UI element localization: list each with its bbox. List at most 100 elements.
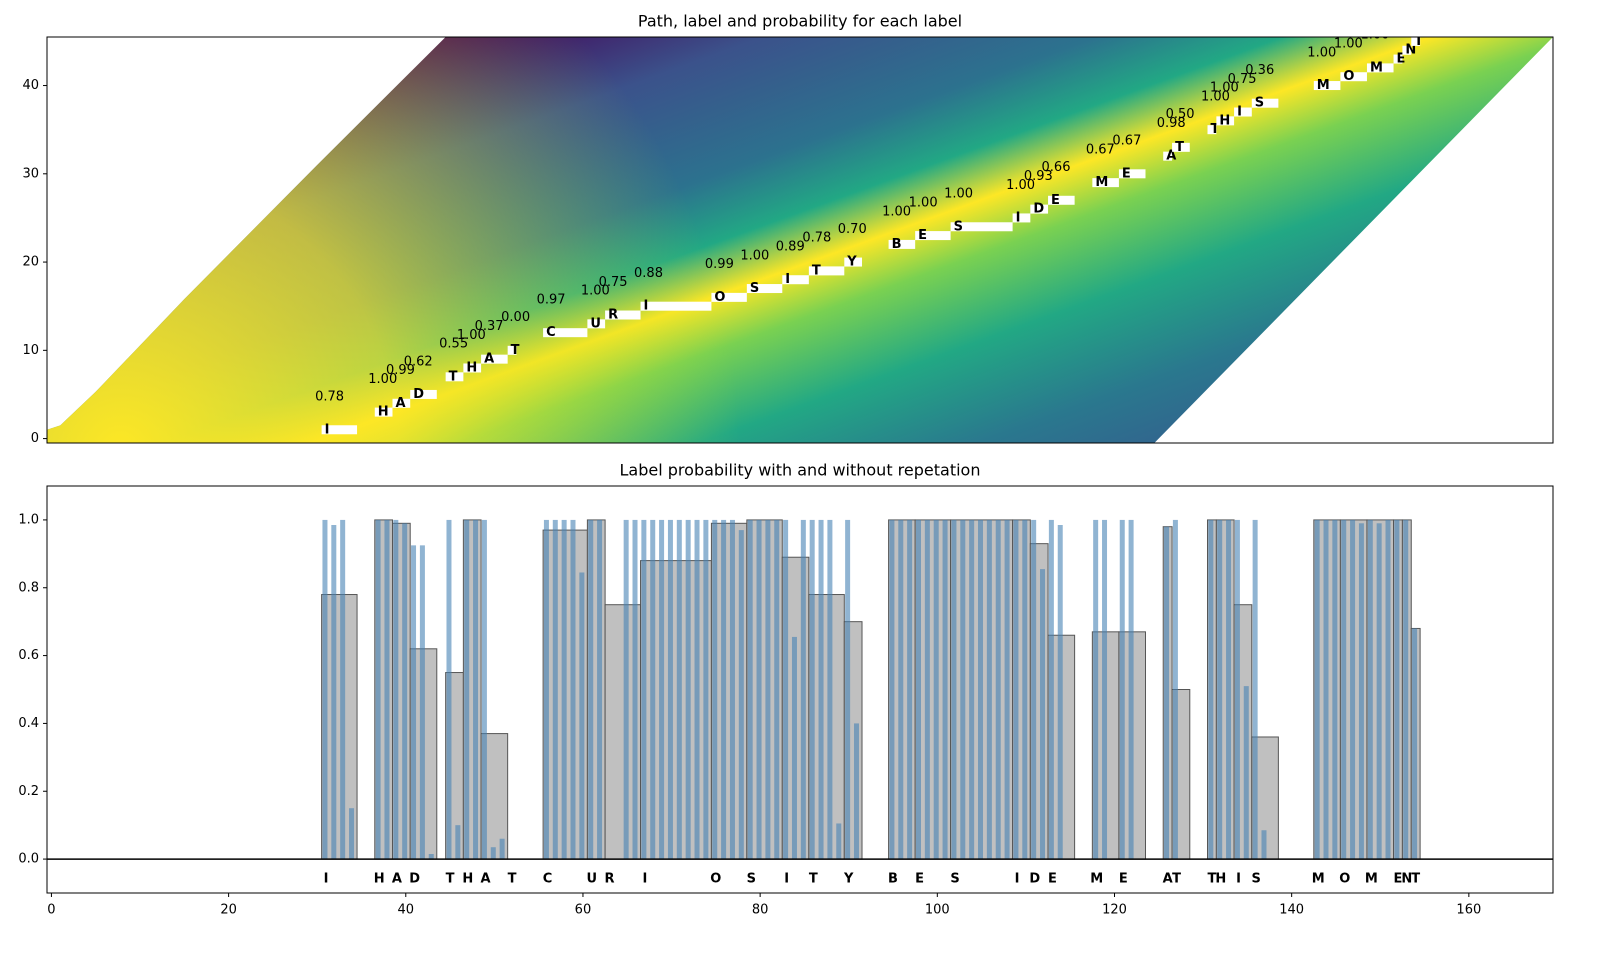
frame-bar [481,519,487,860]
frame-bar [331,525,337,860]
frame-bar [490,847,496,860]
segment-label: I [643,872,648,887]
y-tick-label: 0.4 [18,716,39,731]
frame-bar [694,519,700,860]
probability-label: 0.37 [475,319,504,334]
heatmap [47,37,1553,443]
path-segment [1366,63,1394,73]
frame-bar [898,519,904,860]
frame-bar [915,519,921,860]
probability-label: 0.98 [1157,116,1186,131]
path-segment [543,328,588,338]
path-label: Y [846,255,857,270]
frame-bar [349,808,355,860]
path-label: H [1219,113,1230,128]
path-segment [1411,37,1421,46]
probability-label: 0.50 [1166,107,1195,122]
frame-bar [419,545,425,860]
path-label: H [378,405,389,420]
axes-frame [46,485,1554,894]
frame-bar [402,523,408,860]
probability-label: 0.62 [404,354,433,369]
x-tick-label: 120 [1102,903,1127,918]
path-segment [888,239,916,249]
frame-bar [1031,519,1037,860]
path-segment [1048,195,1075,205]
x-tick-label: 160 [1456,903,1481,918]
frame-bar [384,519,390,860]
segment-label: E [1119,872,1128,887]
path-segment [808,266,845,276]
frame-bar [1119,519,1125,860]
segment-label: E [915,872,924,887]
frame-bar [1226,519,1232,860]
path-segment [1393,54,1403,64]
frame-bar [411,545,417,860]
path-segment [1313,81,1341,91]
probability-label: 1.00 [944,187,973,202]
frame-bar [729,519,735,860]
path-segment [1092,178,1119,188]
segment-label: Y [843,872,854,887]
probability-label: 0.88 [634,266,663,281]
y-tick-label: 1.0 [18,512,39,527]
path-segment [1118,169,1146,179]
segment-label: A [1163,872,1173,887]
x-tick-label: 80 [752,903,769,918]
path-label: A [484,352,494,367]
path-label: E [918,228,927,243]
path-segment [915,231,951,241]
frame-bar [1102,519,1108,860]
frame-bar [659,519,665,860]
frame-bar [579,572,585,860]
frame-bar [588,519,594,860]
path-label: R [608,308,618,323]
frame-bar [1323,519,1329,860]
frame-bar [1164,526,1170,860]
probability-label: 1.00 [581,284,610,299]
frame-bar [1394,519,1400,860]
segment-label: U [587,872,598,887]
segment-label: A [480,872,490,887]
y-tick-label: 0.0 [18,852,39,867]
path-segment [445,372,464,382]
frame-bar [1208,519,1214,860]
path-segment [746,284,783,294]
frame-bar [978,519,984,860]
frame-bar [1048,519,1054,860]
path-label: N [1405,43,1416,58]
frame-bar [1022,519,1028,860]
segment-label: H [1215,872,1226,887]
x-tick-label: 0 [47,903,55,918]
frame-bar [783,519,789,860]
path-labels: I 0.78 H 1.00 A 0.99 D 0.62 T 0.55 H 1.00 A 0.37 T 0.00… [315,37,1423,437]
probability-label: 1.00 [740,248,769,263]
probability-label: 0.99 [386,363,415,378]
path-segment [1402,45,1412,55]
path-segment [1030,204,1049,214]
probability-label: 0.99 [705,257,734,272]
segment-label: H [462,872,473,887]
path-label: M [1317,78,1330,93]
path-segment [463,363,482,373]
path-label: D [1033,202,1044,217]
frame-bar [1243,686,1249,860]
segment-label: D [1029,872,1040,887]
path-label: S [954,219,963,234]
frame-bar [455,825,461,860]
path-segment [782,275,809,285]
frame-bar [667,519,673,860]
frame-bar [712,519,718,860]
frame-bar [473,519,479,860]
frame-bar [845,519,851,860]
segment-label: O [1339,872,1350,887]
frame-bar [1172,519,1178,860]
frame-bar [1412,628,1418,860]
path-label: I [785,272,790,287]
path-segment [321,425,358,435]
path-label: H [466,360,477,375]
top-plot: 0 10 20 30 40 I 0.78 H 1.00 A 0.99 D 0.62 T 0.55 H 1.00 A… [22,36,1554,446]
segment-label: T [1172,872,1181,887]
segment-label: T [446,872,455,887]
frame-bar [747,519,753,860]
